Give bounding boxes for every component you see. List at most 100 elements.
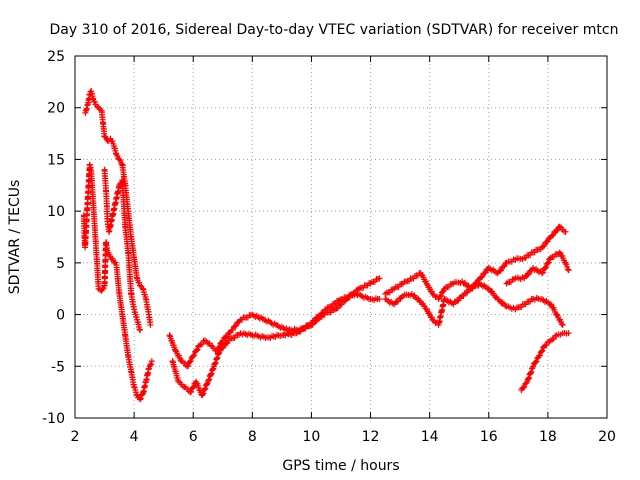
data-point-interp (533, 358, 540, 365)
data-point-interp (202, 385, 209, 392)
data-point-interp (193, 347, 200, 354)
data-point-interp (220, 344, 227, 351)
data-point (565, 330, 572, 337)
data-point (553, 311, 560, 318)
data-point-interp (536, 352, 543, 359)
data-point-interp (188, 388, 195, 395)
data-point-interp (185, 362, 192, 369)
data-point-interp (532, 359, 539, 366)
data-point-interp (332, 300, 339, 307)
data-point-interp (544, 238, 551, 245)
data-point-interp (437, 293, 444, 300)
data-point (190, 352, 197, 359)
data-point-interp (438, 292, 445, 299)
data-point (538, 270, 545, 277)
data-point-interp (538, 348, 545, 355)
data-point (562, 228, 569, 235)
data-point-interp (464, 289, 471, 296)
data-point (485, 285, 492, 292)
data-point-interp (191, 352, 198, 359)
data-point-interp (91, 98, 98, 105)
data-point-interp (147, 362, 154, 369)
data-point (137, 396, 144, 403)
data-point-interp (199, 391, 206, 398)
data-point-interp (190, 383, 197, 390)
data-point-interp (317, 313, 324, 320)
y-tick-label: 25 (47, 49, 65, 65)
data-point-interp (194, 346, 201, 353)
data-point (376, 275, 383, 282)
axis-ticks: 2 4 6 8 10 12 14 16 18 20 -10 -5 0 5 10 15 20 25 (42, 49, 616, 445)
data-point-interp (543, 264, 550, 271)
data-point-interp (148, 360, 155, 367)
data-point (565, 267, 572, 274)
x-tick-label: 12 (362, 429, 380, 445)
x-tick-label: 20 (598, 429, 616, 445)
data-point-interp (479, 273, 486, 280)
data-point-interp (564, 266, 571, 273)
data-point (202, 337, 209, 344)
data-point-interp (189, 384, 196, 391)
x-tick-label: 4 (130, 429, 139, 445)
data-point-interp (558, 321, 565, 328)
data-point-interp (544, 260, 551, 267)
data-point-interp (539, 347, 546, 354)
y-tick-label: 10 (47, 204, 65, 220)
data-point (148, 358, 155, 365)
data-point-interp (543, 342, 550, 349)
data-point-interp (466, 286, 473, 293)
x-axis-label: GPS time / hours (282, 458, 399, 474)
data-point-interp (187, 358, 194, 365)
data-point-interp (136, 279, 143, 286)
data-point-interp (455, 297, 462, 304)
data-point-interp (118, 179, 125, 186)
data-point (137, 282, 144, 289)
x-tick-label: 10 (303, 429, 321, 445)
data-point-interp (525, 271, 532, 278)
y-axis-label: SDTVAR / TECUs (7, 180, 23, 295)
x-tick-label: 2 (71, 429, 80, 445)
data-point-interp (200, 390, 207, 397)
data-point-interp (460, 292, 467, 299)
data-point-interp (301, 325, 308, 332)
x-tick-label: 14 (421, 429, 439, 445)
data-point-interp (501, 263, 508, 270)
y-tick-label: 20 (47, 101, 65, 117)
x-tick-label: 18 (539, 429, 557, 445)
data-point-interp (539, 269, 546, 276)
data-point-interp (201, 386, 208, 393)
data-point-interp (338, 301, 345, 308)
data-point-interp (550, 232, 557, 239)
data-point (559, 321, 566, 328)
data-point-interp (521, 383, 528, 390)
data-point-interp (550, 335, 557, 342)
data-point-interp (334, 305, 341, 312)
data-point-interp (186, 358, 193, 365)
data-point-interp (233, 322, 240, 329)
data-point-interp (203, 381, 210, 388)
data-point (116, 156, 123, 163)
plot-frame (74, 55, 608, 419)
data-points (80, 88, 572, 403)
y-tick-label: 5 (56, 256, 65, 272)
data-point-interp (554, 227, 561, 234)
data-point-interp (99, 286, 106, 293)
data-point-interp (137, 395, 144, 402)
data-point-interp (395, 298, 401, 305)
x-tick-label: 16 (480, 429, 498, 445)
data-point-interp (523, 380, 530, 387)
data-point-interp (520, 384, 527, 391)
data-point-interp (542, 264, 549, 271)
data-point (332, 306, 339, 313)
data-point-interp (328, 303, 335, 310)
y-tick-label: -5 (51, 359, 65, 375)
data-point-interp (497, 267, 504, 274)
data-point-interp (297, 328, 304, 335)
data-point-interp (541, 242, 548, 249)
x-tick-label: 8 (248, 429, 257, 445)
data-point-interp (109, 138, 116, 145)
y-tick-label: -10 (42, 411, 65, 427)
data-point-interp (312, 317, 319, 324)
